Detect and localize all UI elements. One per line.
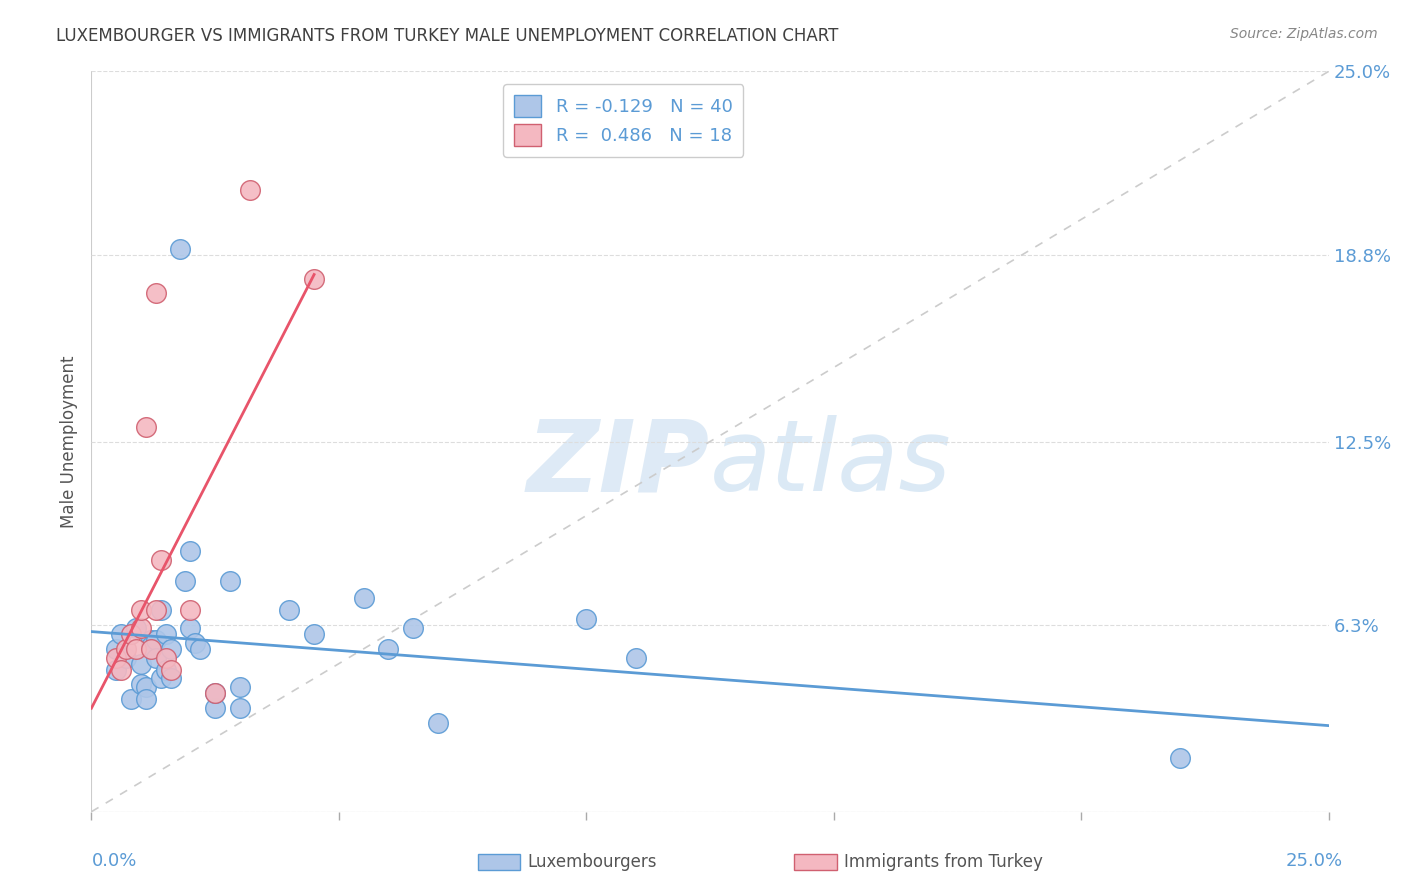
Point — [219, 574, 242, 588]
Point — [204, 686, 226, 700]
Point — [149, 672, 172, 686]
Point — [159, 641, 181, 656]
Point — [155, 663, 177, 677]
Point — [145, 650, 167, 665]
Text: 0.0%: 0.0% — [91, 852, 136, 870]
Point — [105, 663, 128, 677]
Point — [139, 641, 162, 656]
Point — [145, 286, 167, 301]
Point — [179, 544, 201, 558]
Point — [155, 650, 177, 665]
Point — [115, 650, 138, 665]
Point — [174, 574, 197, 588]
Point — [135, 419, 157, 434]
Point — [169, 242, 191, 256]
Point — [159, 672, 181, 686]
Point — [188, 641, 211, 656]
Point — [1168, 751, 1191, 765]
Point — [353, 591, 375, 606]
Point — [155, 627, 177, 641]
Point — [229, 701, 252, 715]
Text: Luxembourgers: Luxembourgers — [527, 853, 657, 871]
Point — [139, 632, 162, 647]
Text: Source: ZipAtlas.com: Source: ZipAtlas.com — [1230, 27, 1378, 41]
Point — [135, 692, 157, 706]
Point — [624, 650, 647, 665]
Point — [125, 621, 148, 635]
Point — [179, 621, 201, 635]
Text: 25.0%: 25.0% — [1285, 852, 1343, 870]
Point — [426, 715, 449, 730]
Text: LUXEMBOURGER VS IMMIGRANTS FROM TURKEY MALE UNEMPLOYMENT CORRELATION CHART: LUXEMBOURGER VS IMMIGRANTS FROM TURKEY M… — [56, 27, 838, 45]
Point — [302, 271, 325, 285]
Point — [120, 692, 142, 706]
Point — [120, 627, 142, 641]
Point — [402, 621, 425, 635]
Point — [105, 650, 128, 665]
Point — [149, 603, 172, 617]
Point — [239, 183, 262, 197]
Text: ZIP: ZIP — [527, 416, 710, 512]
Text: atlas: atlas — [710, 416, 952, 512]
Y-axis label: Male Unemployment: Male Unemployment — [59, 355, 77, 528]
Point — [145, 603, 167, 617]
Point — [149, 553, 172, 567]
Point — [110, 663, 132, 677]
Point — [135, 681, 157, 695]
Point — [204, 686, 226, 700]
Point — [139, 639, 162, 653]
Point — [110, 627, 132, 641]
Point — [115, 641, 138, 656]
Point — [129, 677, 152, 691]
Point — [129, 657, 152, 671]
Point — [229, 681, 252, 695]
Point — [129, 603, 152, 617]
Point — [302, 627, 325, 641]
Point — [575, 612, 598, 626]
Legend: R = -0.129   N = 40, R =  0.486   N = 18: R = -0.129 N = 40, R = 0.486 N = 18 — [503, 84, 744, 157]
Point — [179, 603, 201, 617]
Point — [105, 641, 128, 656]
Point — [145, 632, 167, 647]
Point — [125, 641, 148, 656]
Text: Immigrants from Turkey: Immigrants from Turkey — [844, 853, 1042, 871]
Point — [184, 636, 207, 650]
Point — [204, 701, 226, 715]
Point — [278, 603, 301, 617]
Point — [129, 621, 152, 635]
Point — [159, 663, 181, 677]
Point — [377, 641, 399, 656]
